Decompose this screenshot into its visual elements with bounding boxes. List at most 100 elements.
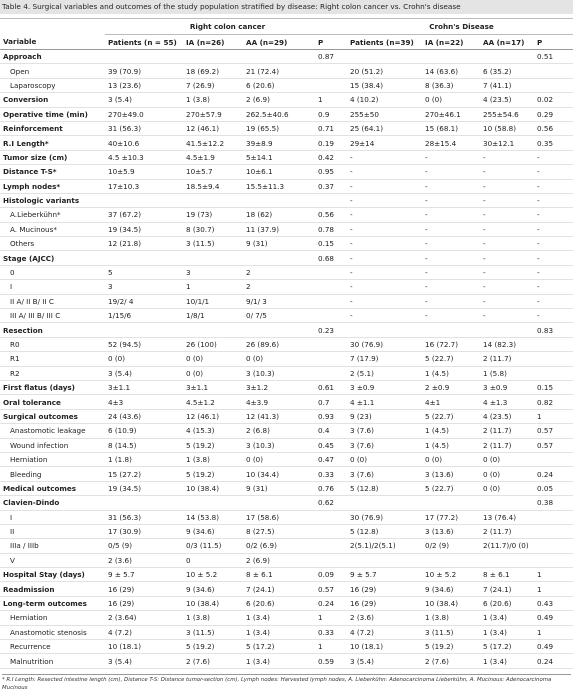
row-label: Histologic variants — [0, 193, 105, 209]
group-header-row: Right colon cancer Crohn's Disease — [0, 18, 573, 35]
cell: 1 — [534, 581, 573, 597]
cell: 0.23 — [315, 322, 348, 338]
cell: - — [422, 308, 481, 324]
cell: - — [422, 193, 481, 209]
cell: 1 — [534, 409, 573, 425]
cell: 1 (1.8) — [105, 452, 183, 468]
cell: 15 (38.4) — [347, 78, 423, 94]
cell: 9/1/ 3 — [243, 294, 315, 310]
cell: 2 (3.64) — [105, 610, 183, 626]
cell: - — [422, 164, 481, 180]
cell: 1 (3.8) — [422, 610, 481, 626]
cell: 13 (76.4) — [480, 510, 535, 525]
row-label: Tumor size (cm) — [0, 150, 105, 166]
cell: 1 — [534, 625, 573, 641]
cell: 9 (34.6) — [422, 581, 481, 597]
table-row: R0 52 (94.5) 26 (100) 26 (89.6) 30 (76.9) 16 … — [0, 337, 573, 353]
table-row: R1 0 (0) 0 (0) 0 (0) 7 (17.9) 5 (22.7) 2 (11.7… — [0, 351, 573, 367]
table-row: Herniation 2 (3.64) 1 (3.8) 1 (3.4) 1 2 (3.6)… — [0, 610, 573, 626]
cell: 0 — [183, 553, 243, 569]
cell — [243, 495, 315, 511]
cell: 10±5.7 — [183, 164, 243, 180]
cell: 0.15 — [315, 236, 348, 252]
cell: 4.5 ±10.3 — [105, 150, 183, 166]
table-row: Conversion 3 (5.4) 1 (3.8) 2 (6.9) 1 4 (10.2)… — [0, 92, 573, 108]
cell: 19 (73) — [183, 207, 243, 223]
cell: 0.37 — [315, 179, 348, 194]
cell: - — [534, 179, 573, 194]
cell: 0.56 — [534, 121, 573, 137]
cell: 4 (10.2) — [347, 92, 423, 108]
cell: 0.49 — [534, 610, 573, 626]
cell: - — [422, 207, 481, 223]
cell: 0 (0) — [243, 351, 315, 367]
cell: 3 (11.5) — [183, 236, 243, 252]
cell: 30 (76.9) — [347, 337, 423, 353]
cell: 7 (41.1) — [480, 78, 535, 94]
row-label: Medical outcomes — [0, 481, 105, 497]
cell: 0.15 — [534, 380, 573, 396]
table-body: Approach 0.87 0.51 Open 39 (70.9) 18 (69.2) 21… — [0, 49, 573, 669]
cell: 18.5±9.4 — [183, 179, 243, 194]
table-row: R2 3 (5.4) 0 (0) 3 (10.3) 2 (5.1) 1 (4.5) 1 (5… — [0, 366, 573, 381]
cell: 10±5.9 — [105, 164, 183, 180]
cell: 1 (3.8) — [183, 92, 243, 108]
cell: 0.83 — [534, 322, 573, 338]
cell: - — [480, 193, 535, 209]
row-label: Reinforcement — [0, 121, 105, 137]
cell: - — [534, 150, 573, 166]
cell: 1 (3.4) — [243, 610, 315, 626]
table-row: Malnutrition 3 (5.4) 2 (7.6) 1 (3.4) 0.59 3 (… — [0, 653, 573, 669]
cell — [480, 49, 535, 65]
cell: 0.93 — [315, 409, 348, 425]
cell: - — [347, 265, 423, 281]
cell: - — [480, 250, 535, 266]
column-header: P — [534, 34, 573, 50]
table-row: Long-term outcomes 16 (29) 10 (38.4) 6 (20.… — [0, 596, 573, 612]
column-header-row: Variable Patients (n = 55) IA (n=26) AA (n=… — [0, 34, 573, 50]
cell: 14 (82.3) — [480, 337, 535, 353]
cell: 18 (69.2) — [183, 63, 243, 79]
cell: 0.45 — [315, 438, 348, 453]
table-row: II 17 (30.9) 9 (34.6) 8 (27.5) 5 (12.8) 3 (13… — [0, 524, 573, 540]
table-row: Herniation 1 (1.8) 1 (3.8) 0 (0) 0.47 0 (0) 0 … — [0, 452, 573, 468]
cell: 26 (89.6) — [243, 337, 315, 353]
table-row: Resection 0.23 0.83 — [0, 322, 573, 338]
cell: 4 (7.2) — [347, 625, 423, 641]
cell: 12 (46.1) — [183, 121, 243, 137]
table-row: R.I Length* 40±10.6 41.5±12.2 39±8.9 0.19 29±… — [0, 135, 573, 151]
column-header: IA (n=22) — [422, 34, 481, 50]
cell — [534, 510, 573, 525]
cell — [105, 495, 183, 511]
cell: 0 (0) — [422, 452, 481, 468]
cell: 1/15/6 — [105, 308, 183, 324]
cell: 2(11.7)/0 (0) — [480, 538, 535, 554]
table-row: Bleeding 15 (27.2) 5 (19.2) 10 (34.4) 0.33 3 … — [0, 466, 573, 482]
table-row: Operative time (min) 270±49.0 270±57.9 262.… — [0, 107, 573, 122]
cell: 2 (11.7) — [480, 351, 535, 367]
cell: 0.19 — [315, 135, 348, 151]
cell — [422, 49, 481, 65]
cell: 2 (3.6) — [347, 610, 423, 626]
cell: 0.24 — [315, 596, 348, 612]
row-label: II A/ II B/ II C — [0, 294, 105, 310]
cell: 30±12.1 — [480, 135, 535, 151]
cell: - — [422, 222, 481, 238]
cell: 0.87 — [315, 49, 348, 65]
data-table: Right colon cancer Crohn's Disease Varia… — [0, 18, 573, 669]
cell — [534, 524, 573, 540]
cell: - — [480, 294, 535, 310]
cell: 2 (7.6) — [422, 653, 481, 669]
table-row: Anastomotic leakage 6 (10.9) 4 (15.3) 2 (6.… — [0, 423, 573, 439]
cell: 0.05 — [534, 481, 573, 497]
table-row: Medical outcomes 19 (34.5) 10 (38.4) 9 (31)… — [0, 481, 573, 497]
cell: 5±14.1 — [243, 150, 315, 166]
cell: 0/ 7/5 — [243, 308, 315, 324]
cell: - — [480, 279, 535, 295]
cell: 15 (68.1) — [422, 121, 481, 137]
cell: 3 (13.6) — [422, 466, 481, 482]
cell: - — [422, 236, 481, 252]
row-label: I — [0, 279, 105, 295]
cell — [105, 193, 183, 209]
